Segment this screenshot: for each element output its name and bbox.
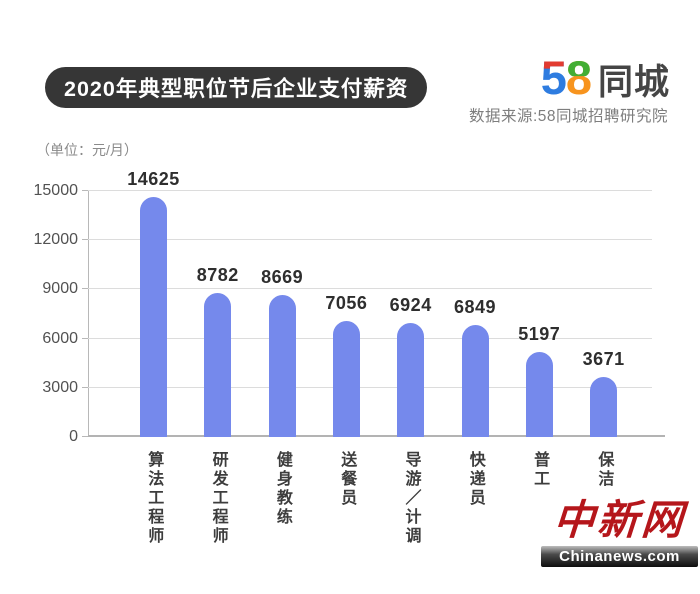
category-label: 快递员 (466, 451, 484, 508)
bar-value-label: 8669 (261, 266, 304, 287)
bar (140, 197, 167, 437)
category-label: 导游／计调 (402, 451, 420, 546)
category-label: 普工 (531, 451, 549, 489)
bar-value-label: 6924 (389, 295, 432, 316)
logo-digit-8: 8 8 (565, 51, 592, 104)
y-axis-tick (82, 190, 88, 191)
y-axis-label: 12000 (33, 231, 79, 249)
y-axis-label: 6000 (42, 329, 78, 347)
bar (397, 323, 425, 437)
chinanews-watermark: 中新网 Chinanews.com (541, 496, 698, 568)
bar-value-label: 3671 (582, 348, 625, 369)
y-axis-tick (82, 337, 88, 339)
gridline (88, 288, 652, 290)
plot-area: 0 3000 6000 9000 12000 15000 14625 8782 8669 7056… (34, 169, 665, 445)
bar-value-label: 8782 (196, 264, 239, 285)
chinanews-cn-logo: 中新网 (551, 496, 688, 544)
y-axis-label: 9000 (42, 280, 78, 298)
bar (332, 321, 360, 437)
category-label: 送餐员 (338, 451, 356, 508)
bar (525, 351, 553, 437)
bar-value-label: 6849 (453, 296, 497, 317)
unit-label: （单位：元/月） (36, 142, 138, 158)
y-axis-label: 3000 (42, 378, 78, 396)
y-axis-tick (82, 386, 88, 388)
bar-value-label: 7056 (325, 293, 368, 314)
logo-58tongcheng: 5 5 8 8 同城 (541, 54, 670, 101)
y-axis-tick (82, 288, 88, 290)
logo-58-digits: 5 5 8 8 (540, 51, 592, 104)
gridline (88, 386, 652, 388)
chinanews-domain: Chinanews.com (559, 548, 680, 566)
category-label: 保洁 (595, 451, 613, 489)
y-axis-label: 0 (69, 428, 78, 445)
y-axis-tick (82, 436, 88, 437)
category-labels: 算法工程师 研发工程师 健身教练 送餐员 导游／计调 快递员 普工 保洁 (88, 451, 665, 571)
bar (268, 294, 296, 437)
category-label: 算法工程师 (145, 451, 163, 546)
chinanews-domain-bar: Chinanews.com (541, 546, 698, 568)
bar-value-label: 5197 (518, 323, 561, 344)
gridline (88, 190, 652, 191)
category-label: 健身教练 (273, 451, 291, 527)
bar (590, 376, 618, 437)
bar (204, 292, 232, 437)
logo-wordmark: 同城 (597, 63, 670, 102)
y-axis-tick (82, 239, 88, 241)
chart-title: 2020年典型职位节后企业支付薪资 (64, 77, 409, 101)
category-label: 研发工程师 (209, 451, 227, 546)
title-banner: 2020年典型职位节后企业支付薪资 (45, 67, 428, 108)
bar (461, 324, 489, 437)
y-axis-line (88, 191, 89, 437)
logo-digit-5: 5 5 (540, 51, 567, 104)
y-axis-label: 15000 (33, 182, 79, 199)
data-source-text: 数据来源:58同城招聘研究院 (468, 108, 668, 125)
gridline (88, 337, 652, 339)
gridline (88, 239, 652, 241)
bar-value-label: 14625 (127, 169, 180, 190)
x-axis-baseline (88, 435, 665, 437)
